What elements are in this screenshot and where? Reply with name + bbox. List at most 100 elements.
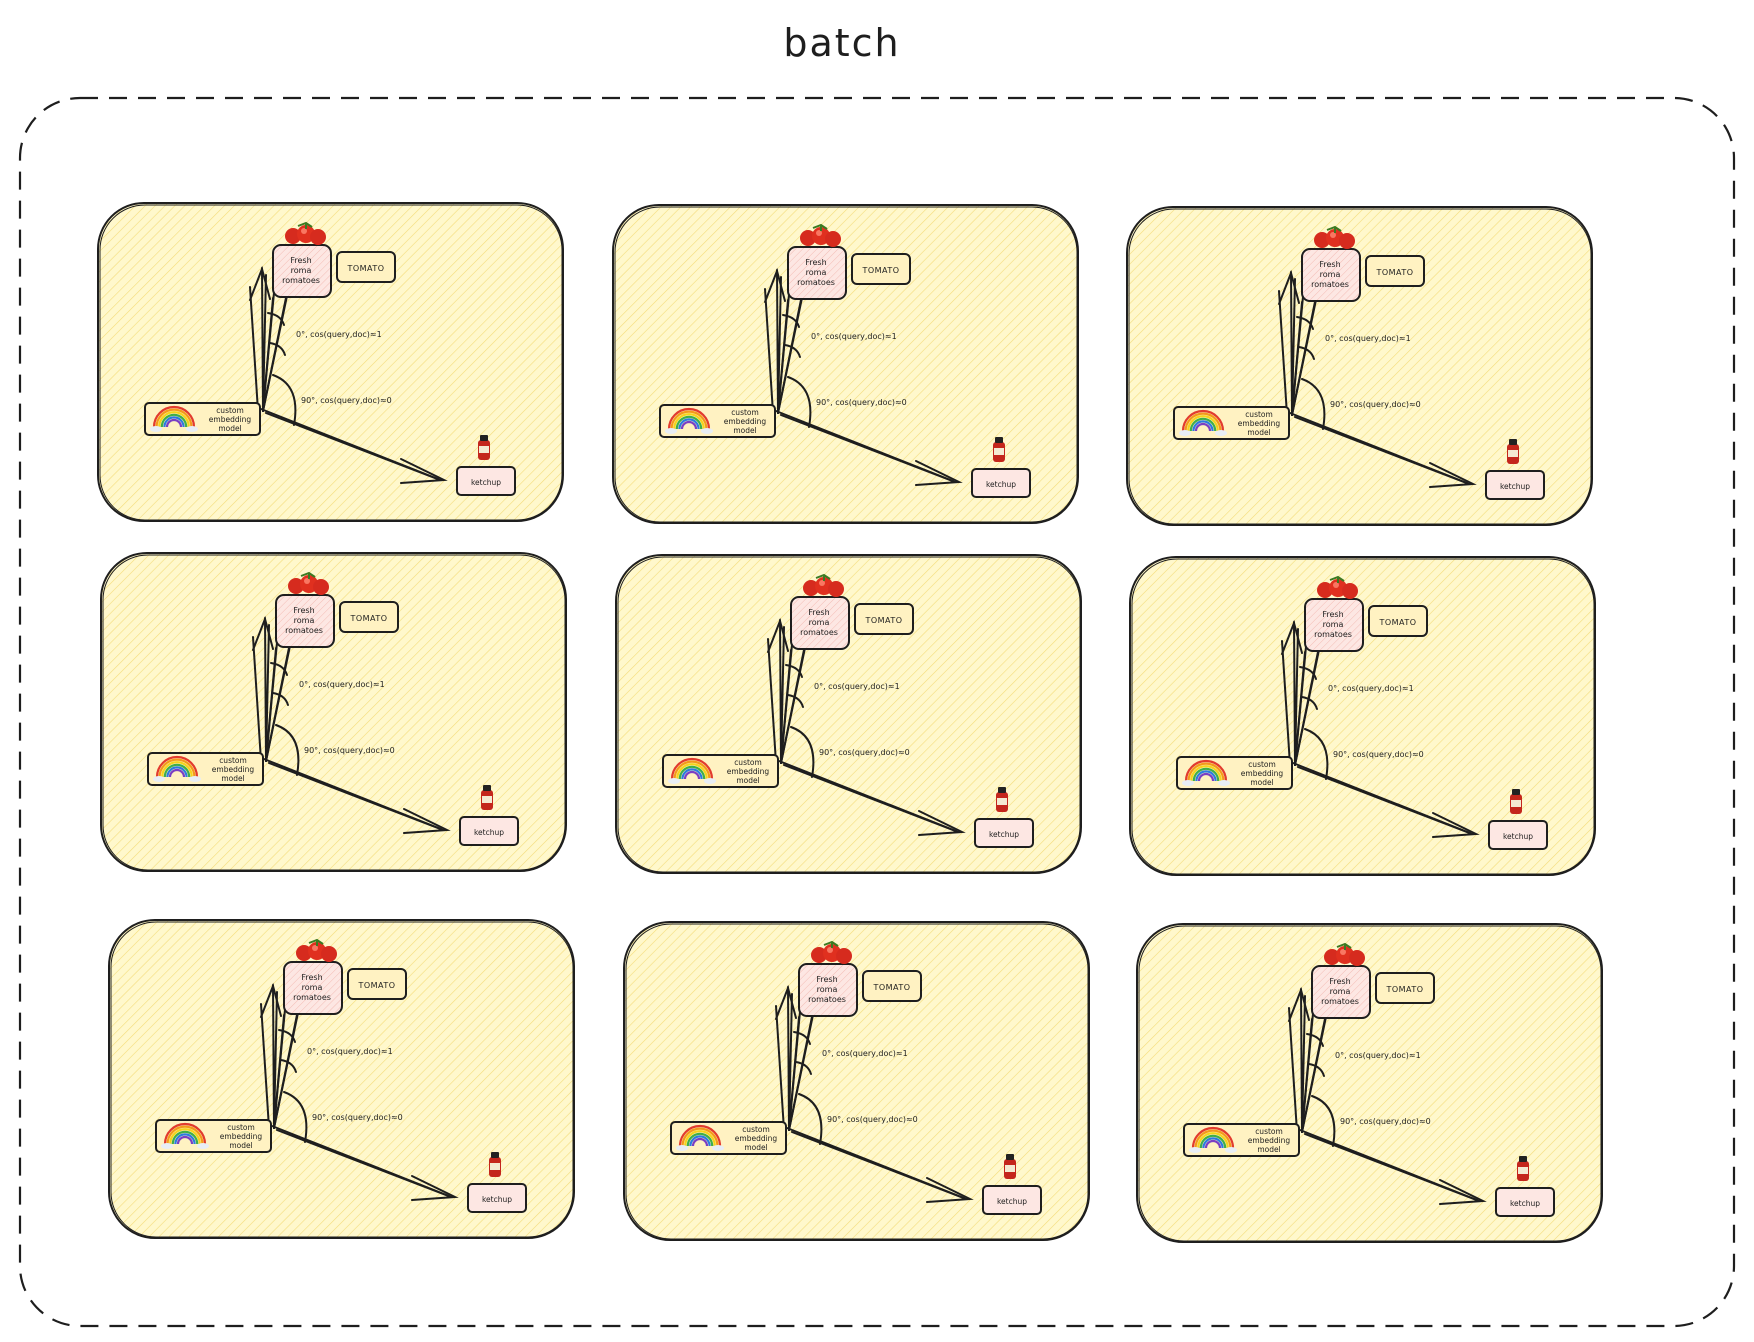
model-label-line: embedding (1241, 769, 1284, 778)
document-box (1311, 965, 1371, 1019)
model-label-line: model (733, 426, 756, 435)
angle-arc-small (782, 314, 800, 328)
tomato-label: TOMATO (861, 266, 899, 275)
panel-border-sketch (617, 556, 1081, 873)
arrowhead (1432, 812, 1480, 838)
vector-to-tomato (788, 1009, 815, 1131)
rainbow-icon (1182, 759, 1230, 786)
document-box-hatch (791, 597, 849, 649)
panel-border-sketch (614, 206, 1078, 523)
document-label-line: romatoes (1311, 280, 1349, 289)
document-label-line: romatoes (808, 995, 846, 1004)
vector-to-tomato (262, 290, 289, 412)
ketchup-box (1495, 1187, 1555, 1217)
angle-arc-small (272, 692, 289, 706)
vector-to-document (1288, 1007, 1298, 1133)
ketchup-bottle-icon (1507, 439, 1519, 464)
tomato-cluster-icon (803, 573, 844, 597)
ketchup-bottle-icon (1510, 789, 1522, 814)
arrowhead (400, 458, 448, 484)
vector-to-document (1301, 995, 1306, 1133)
ketchup-box (974, 818, 1034, 848)
panel-hatch (98, 203, 563, 521)
model-label-line: custom (1255, 1127, 1283, 1136)
angle-arc-small (267, 312, 285, 326)
vector-to-document (1281, 640, 1291, 766)
batch-container (18, 96, 1736, 1328)
ketchup-label: ketchup (1503, 832, 1533, 841)
angle-arc-small (280, 1059, 297, 1073)
model-label-line: embedding (727, 767, 770, 776)
vector-to-document (1278, 290, 1288, 416)
arrowhead (260, 982, 282, 1018)
panel-border-sketch (1128, 208, 1592, 525)
ketchup-bottle-icon (1004, 1154, 1016, 1179)
model-box (1176, 756, 1293, 790)
ketchup-label: ketchup (1500, 482, 1530, 491)
panel-hatch (613, 205, 1078, 523)
document-box-hatch (273, 245, 331, 297)
angle-arc-right (275, 724, 300, 776)
tomato-box (851, 253, 911, 285)
panel-border (1136, 923, 1603, 1243)
document-label-line: romatoes (800, 628, 838, 637)
document-label-line: Fresh (290, 256, 311, 265)
arrowhead (775, 984, 797, 1020)
model-box (1173, 406, 1290, 440)
tomato-cluster-icon (1317, 575, 1358, 599)
angle-arc-small (1299, 666, 1317, 680)
vector-to-tomato (1294, 651, 1306, 766)
angle-label-right: 90°, cos(query,doc)≈0 (1333, 750, 1424, 759)
tomato-label: TOMATO (349, 614, 387, 623)
ketchup-bottle-icon (993, 437, 1005, 462)
rainbow-icon (665, 407, 713, 434)
document-box-hatch (1305, 599, 1363, 651)
model-box (659, 404, 776, 438)
model-label-line: custom (1248, 760, 1276, 769)
ketchup-bottle-icon (478, 435, 490, 460)
rainbow-icon (1189, 1126, 1237, 1153)
angle-label-right: 90°, cos(query,doc)≈0 (312, 1113, 403, 1122)
model-label-line: model (736, 776, 759, 785)
arrowhead (1288, 986, 1310, 1022)
arrowhead (915, 460, 963, 486)
panel-border (612, 204, 1079, 524)
model-label-line: custom (734, 758, 762, 767)
angle-label-right: 90°, cos(query,doc)≈0 (1340, 1117, 1431, 1126)
ketchup-label: ketchup (997, 1197, 1027, 1206)
ketchup-label: ketchup (989, 830, 1019, 839)
model-label-line: embedding (724, 417, 767, 426)
document-label-line: Fresh (808, 608, 829, 617)
document-box (1301, 248, 1361, 302)
model-label-line: model (744, 1143, 767, 1152)
vector-to-document (775, 1005, 785, 1131)
rainbow-icon (676, 1124, 724, 1151)
arrowhead (1278, 269, 1300, 305)
angle-arc-small (1298, 346, 1315, 360)
document-label-line: romatoes (797, 278, 835, 287)
model-label-line: embedding (1238, 419, 1281, 428)
vector-to-document (262, 274, 267, 412)
tomato-label: TOMATO (1375, 268, 1413, 277)
model-label-line: custom (216, 406, 244, 415)
document-label-line: Fresh (1329, 977, 1350, 986)
ketchup-bottle-icon (1517, 1156, 1529, 1181)
angle-arc-right (272, 374, 297, 426)
ketchup-box (971, 468, 1031, 498)
document-label-line: roma (809, 618, 830, 627)
angle-arc-small (1296, 316, 1314, 330)
angle-arc-right (1301, 378, 1326, 430)
angle-label-small: 0°, cos(query,doc)≈1 (1335, 1051, 1421, 1060)
vector-lines (775, 984, 974, 1203)
ketchup-box (456, 466, 516, 496)
angle-arc-right (1304, 728, 1329, 780)
vector-lines (764, 267, 963, 486)
vector-to-tomato (265, 640, 292, 762)
vector-to-tomato (1301, 1018, 1313, 1133)
rainbow-icon (150, 405, 198, 432)
ketchup-box (982, 1185, 1042, 1215)
vector-to-tomato (273, 1014, 285, 1129)
